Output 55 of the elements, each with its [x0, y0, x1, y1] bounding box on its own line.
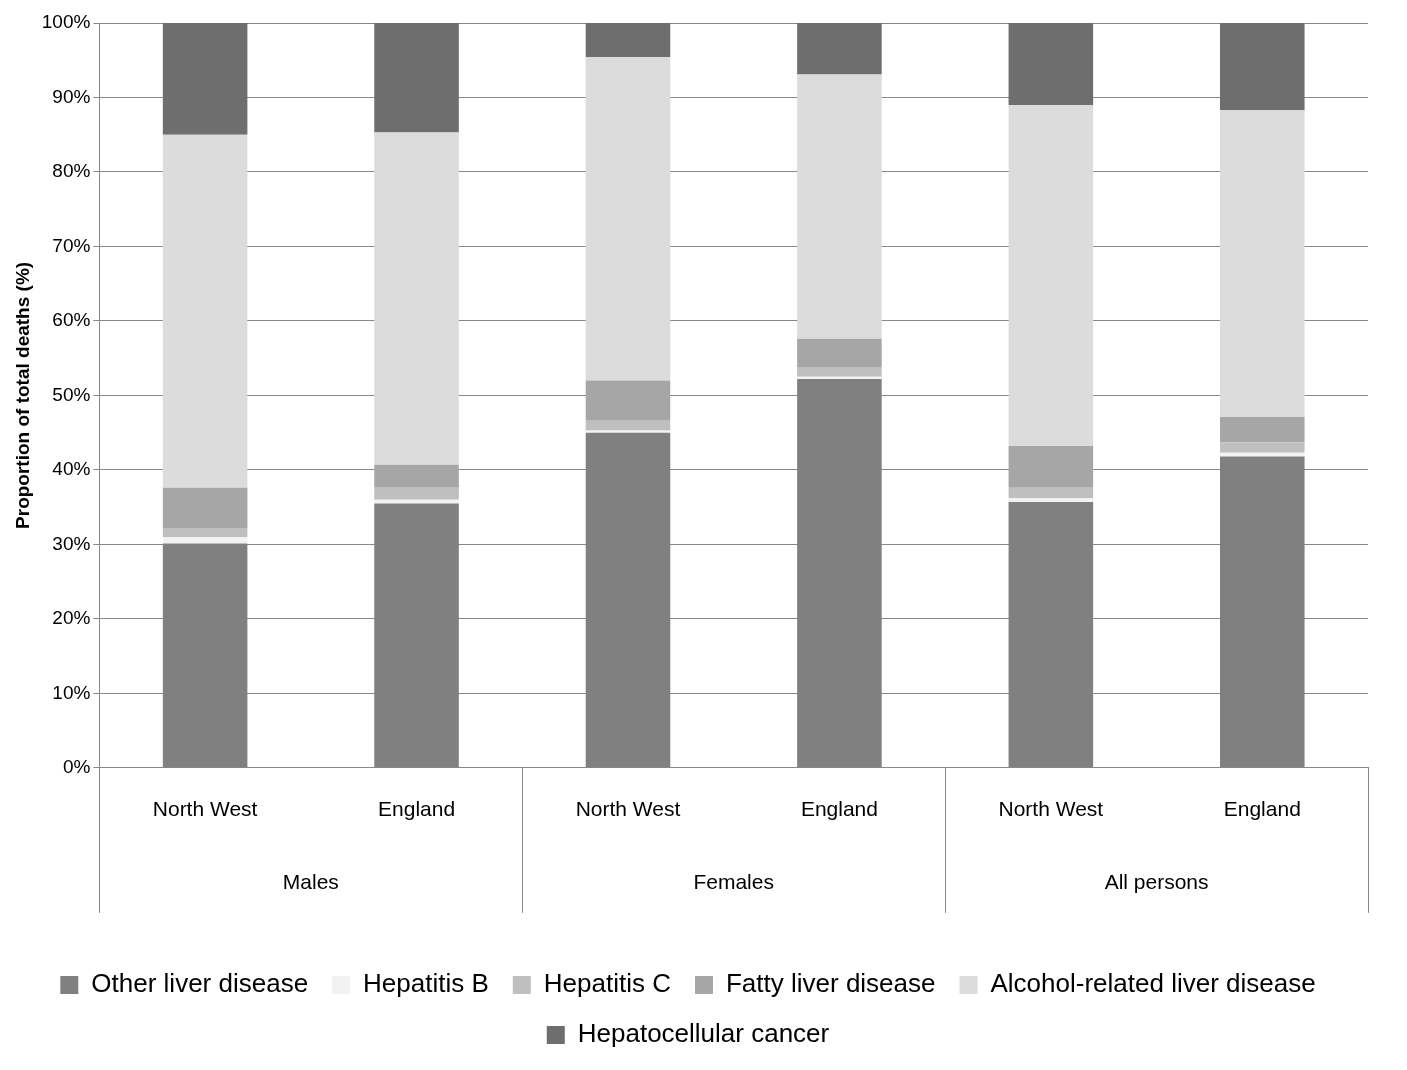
bar — [1008, 23, 1094, 105]
legend-label: Hepatitis C — [543, 968, 671, 999]
y-tick-label: 80% — [52, 160, 91, 182]
bar — [797, 376, 882, 380]
y-tick-label: 0% — [62, 756, 91, 778]
y-tick-label: 40% — [52, 458, 91, 480]
legend-label: Hepatocellular cancer — [577, 1018, 830, 1049]
bar — [797, 367, 882, 377]
y-tick-label: 20% — [52, 607, 91, 629]
x-tick-label: England — [800, 797, 878, 821]
bar — [1008, 446, 1094, 488]
bar — [374, 23, 459, 133]
bar — [162, 536, 248, 544]
legend-label: Fatty liver disease — [725, 968, 936, 999]
legend-label: Hepatitis B — [363, 968, 489, 999]
x-tick-label: North West — [575, 797, 681, 821]
x-tick-label: England — [1223, 797, 1301, 821]
legend-label: Alcohol-related liver disease — [990, 968, 1316, 999]
bar — [162, 134, 248, 488]
y-tick-label: 30% — [52, 532, 91, 554]
bar — [1220, 417, 1305, 443]
text: Females — [693, 869, 774, 893]
x-tick-label: North West — [998, 797, 1104, 821]
bar — [162, 527, 248, 537]
bar — [1008, 104, 1094, 447]
bar — [162, 487, 248, 528]
bar — [585, 420, 671, 431]
bar — [1220, 110, 1305, 417]
y-tick-label: 10% — [52, 681, 91, 703]
bar — [374, 487, 459, 500]
bar — [797, 23, 882, 75]
bar — [1008, 487, 1094, 499]
bar — [1220, 23, 1305, 111]
bar — [374, 132, 459, 465]
y-tick-label: 50% — [52, 383, 91, 405]
bar — [585, 23, 671, 58]
bar — [585, 57, 671, 381]
y-tick-label: 70% — [52, 234, 91, 256]
y-tick-label: 90% — [52, 85, 91, 107]
bar — [162, 23, 248, 135]
y-axis-title: Proportion of total deaths (%) — [11, 261, 33, 529]
text: All persons — [1104, 869, 1209, 893]
y-tick-label: 60% — [52, 309, 91, 331]
bar — [585, 380, 671, 421]
x-tick-label: North West — [152, 797, 258, 821]
bar — [585, 430, 671, 433]
legend-label: Other liver disease — [91, 968, 309, 999]
bar — [1220, 442, 1305, 453]
x-tick-label: England — [378, 797, 456, 821]
y-tick-label: 100% — [41, 11, 91, 33]
bar — [374, 464, 459, 488]
bar — [797, 338, 882, 368]
text: Males — [282, 869, 339, 893]
bar — [797, 74, 882, 339]
bar — [1008, 498, 1094, 502]
